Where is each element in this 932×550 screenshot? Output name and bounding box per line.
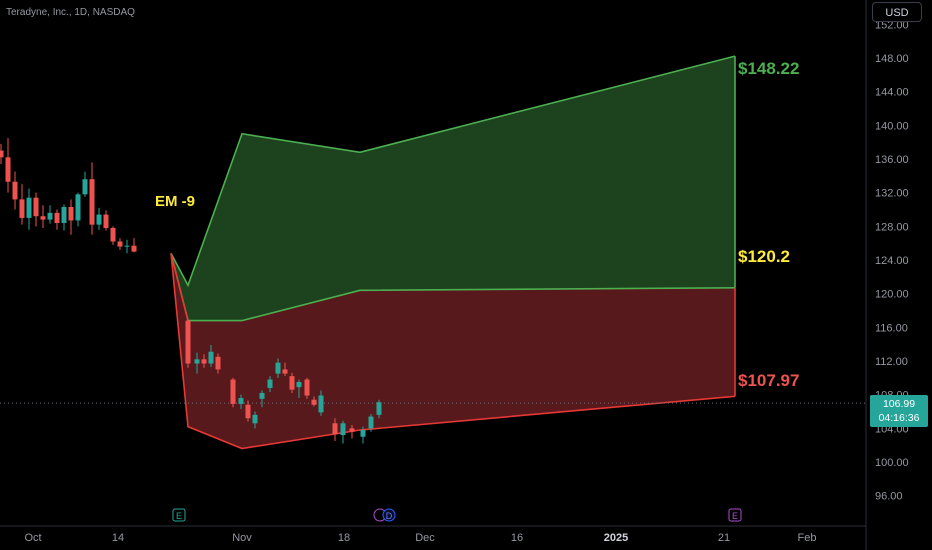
- candle-body: [131, 245, 137, 252]
- candle-body: [96, 214, 102, 225]
- x-tick-label: Nov: [232, 532, 252, 544]
- candle-body: [185, 320, 191, 364]
- last-price-tag: 106.99 04:16:36: [870, 395, 928, 427]
- y-tick-label: 112.00: [875, 356, 908, 368]
- y-tick-label: 132.00: [875, 188, 909, 200]
- candle-body: [289, 376, 295, 390]
- candle-body: [117, 241, 123, 247]
- candle-body: [275, 362, 281, 374]
- y-tick-label: 128.00: [875, 221, 909, 233]
- x-tick-label: 16: [511, 532, 523, 544]
- bull-zone: [171, 56, 735, 321]
- candle-body: [282, 369, 288, 374]
- candle-body: [340, 423, 346, 436]
- candle-body: [304, 379, 310, 396]
- y-tick-label: 100.00: [875, 457, 909, 469]
- candle-body: [5, 157, 11, 182]
- candle-body: [89, 179, 95, 225]
- upper-target-label: $148.22: [738, 59, 799, 78]
- earnings-marker-future: [728, 508, 742, 522]
- candle-body: [238, 398, 244, 404]
- x-tick-label: 21: [718, 532, 730, 544]
- candle-body: [33, 197, 39, 217]
- candle-body: [26, 197, 32, 218]
- y-tick-label: 120.00: [875, 289, 909, 301]
- y-tick-label: 96.00: [875, 491, 903, 503]
- last-price: 106.99: [882, 398, 916, 410]
- candle-body: [40, 216, 46, 220]
- y-tick-label: 136.00: [875, 154, 909, 166]
- lower-target-label: $107.97: [738, 371, 799, 390]
- y-tick-label: 148.00: [875, 53, 909, 65]
- x-tick-label: 18: [338, 532, 350, 544]
- earnings-marker-future-letter: E: [732, 511, 738, 521]
- candle-body: [318, 395, 324, 413]
- candle-body: [259, 392, 265, 399]
- y-tick-label: 140.00: [875, 120, 909, 132]
- x-tick-label: Feb: [798, 532, 817, 544]
- bar-countdown: 04:16:36: [878, 412, 920, 424]
- y-tick-label: 152.00: [875, 19, 909, 31]
- candle-body: [124, 245, 130, 247]
- upper-bound-line: [170, 55, 736, 288]
- x-tick-label: 2025: [604, 532, 628, 544]
- lower-bound-line: [170, 253, 736, 450]
- candle-body: [110, 228, 116, 242]
- candle-body: [296, 382, 302, 388]
- candle-body: [215, 356, 221, 370]
- candle-body: [201, 359, 207, 364]
- y-tick-label: 116.00: [875, 322, 908, 334]
- middle-target-label: $120.2: [738, 247, 790, 266]
- candle-body: [75, 194, 81, 221]
- candle-body: [103, 214, 109, 229]
- candle-body: [230, 379, 236, 404]
- em-label: EM -9: [155, 193, 195, 210]
- y-tick-label: 144.00: [875, 87, 909, 99]
- y-tick-label: 124.00: [875, 255, 909, 267]
- candle-body: [47, 212, 53, 220]
- candles: [0, 137, 382, 444]
- candle-body: [61, 206, 67, 223]
- earnings-marker-past-letter: E: [176, 511, 182, 521]
- candle-body: [311, 399, 317, 405]
- candle-body: [360, 430, 366, 437]
- x-tick-label: 14: [112, 532, 124, 544]
- currency-button[interactable]: USD: [872, 2, 922, 22]
- candle-body: [332, 423, 338, 435]
- candle-body: [376, 402, 382, 415]
- candle-body: [19, 199, 25, 218]
- candle-body: [252, 414, 258, 424]
- candle-body: [194, 359, 200, 364]
- x-tick-label: Dec: [415, 532, 435, 544]
- candle-body: [208, 351, 214, 364]
- candle-body: [349, 428, 355, 432]
- ticker-label: Teradyne, Inc., 1D, NASDAQ: [6, 7, 135, 18]
- candle-body: [267, 379, 273, 388]
- candle-body: [68, 206, 74, 221]
- dividend-letter: D: [386, 511, 393, 521]
- candle-body: [54, 212, 60, 223]
- left-edge-red: [170, 253, 189, 321]
- x-tick-label: Oct: [24, 532, 41, 544]
- candle-body: [82, 179, 88, 195]
- earnings-marker-past: [172, 508, 186, 522]
- dividend-marker: [382, 508, 396, 522]
- candle-body: [12, 181, 18, 200]
- candle-body: [368, 416, 374, 429]
- candle-body: [0, 150, 4, 158]
- candle-body: [245, 404, 251, 419]
